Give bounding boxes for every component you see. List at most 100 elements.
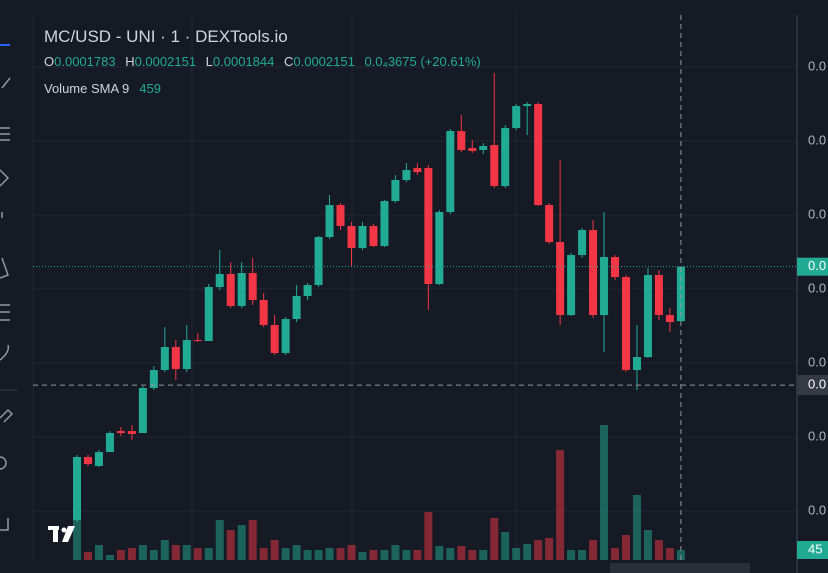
volume-bar bbox=[479, 550, 488, 560]
body bbox=[94, 452, 103, 467]
volume-bar bbox=[622, 535, 630, 560]
price-axis-bg bbox=[797, 0, 828, 573]
body bbox=[468, 148, 477, 152]
body bbox=[413, 168, 422, 173]
body bbox=[457, 131, 466, 151]
body bbox=[380, 201, 389, 247]
body bbox=[446, 131, 455, 213]
measure-icon[interactable] bbox=[0, 304, 10, 321]
body bbox=[347, 226, 356, 249]
volume-bar bbox=[149, 550, 158, 560]
volume-bar bbox=[347, 545, 356, 560]
path-icon[interactable] bbox=[0, 257, 9, 279]
volume-bar bbox=[138, 545, 147, 560]
body bbox=[281, 319, 290, 354]
body bbox=[556, 242, 565, 316]
body bbox=[127, 431, 136, 435]
volume-bar bbox=[665, 548, 674, 560]
body bbox=[303, 285, 312, 297]
y-tick-label: 0.0 bbox=[808, 502, 826, 517]
volume-bar bbox=[534, 540, 543, 560]
price-grid bbox=[33, 66, 797, 512]
volume-bar bbox=[237, 525, 246, 560]
body bbox=[545, 205, 554, 243]
ohlc-value: 0.0002151 bbox=[134, 54, 197, 69]
current-price-label: 0.0 bbox=[808, 258, 826, 273]
body bbox=[226, 274, 235, 307]
body bbox=[83, 457, 92, 465]
volume-bar bbox=[116, 550, 125, 560]
body bbox=[578, 230, 587, 256]
volume-bar bbox=[457, 546, 466, 560]
body bbox=[193, 340, 202, 342]
brush-icon[interactable] bbox=[0, 344, 10, 361]
volume-bar bbox=[325, 548, 334, 560]
volume-bar bbox=[556, 450, 565, 560]
volume-bar bbox=[171, 545, 180, 560]
ohlc-legend: O0.0001783 H0.0002151 L0.0001844 C0.0002… bbox=[44, 54, 487, 69]
ohlc-key: C bbox=[283, 54, 294, 69]
ohlc-key: O bbox=[44, 54, 55, 69]
body bbox=[270, 325, 279, 354]
candles bbox=[73, 73, 685, 523]
body bbox=[105, 433, 114, 453]
eraser-icon[interactable] bbox=[0, 408, 14, 423]
body bbox=[325, 205, 334, 238]
symbol-title: MC/USD - UNI · 1 · DEXTools.io bbox=[44, 27, 288, 46]
pattern-icon[interactable] bbox=[0, 169, 10, 187]
volume-bar bbox=[94, 545, 103, 560]
volume-bar bbox=[105, 555, 114, 560]
trend-icon[interactable] bbox=[1, 77, 11, 89]
body bbox=[259, 300, 268, 326]
body bbox=[336, 205, 345, 227]
volume-bar bbox=[468, 550, 477, 560]
overlays bbox=[33, 15, 797, 560]
volume-bar bbox=[226, 530, 235, 560]
volume-bar bbox=[501, 532, 510, 560]
volume-bar bbox=[369, 550, 378, 560]
body bbox=[665, 315, 674, 323]
body bbox=[654, 275, 663, 316]
lock-icon[interactable] bbox=[0, 518, 9, 531]
zoom-icon[interactable] bbox=[0, 456, 7, 470]
volume-bar bbox=[314, 550, 323, 560]
volume-bar bbox=[215, 520, 224, 560]
volume-bar bbox=[73, 520, 81, 560]
indicator-name: Volume SMA 9 bbox=[44, 81, 130, 96]
body bbox=[523, 104, 532, 107]
body bbox=[116, 431, 125, 434]
y-tick-label: 0.0 bbox=[808, 206, 826, 221]
logo-part bbox=[62, 526, 75, 542]
body bbox=[391, 180, 400, 202]
volume-bar bbox=[523, 544, 532, 560]
volume-bar bbox=[281, 548, 290, 560]
volume-bar bbox=[446, 548, 455, 560]
volume-bar bbox=[391, 545, 400, 560]
volume-bar bbox=[127, 548, 136, 560]
body bbox=[160, 347, 169, 371]
tv-logo bbox=[48, 526, 75, 542]
indicator-value: 459 bbox=[139, 81, 161, 96]
y-tick-label: 0.0 bbox=[808, 58, 826, 73]
body bbox=[435, 212, 444, 285]
volume-bar bbox=[182, 545, 191, 560]
body bbox=[182, 340, 191, 370]
price-axis[interactable]: 0.0 0.0 0.0 0.0 0.0 0.0 0.0 0.0 0.0 45 bbox=[797, 58, 828, 559]
volume-bar bbox=[303, 550, 312, 560]
fib-icon[interactable] bbox=[0, 127, 10, 141]
body bbox=[676, 266, 685, 322]
body bbox=[534, 104, 543, 206]
scrollbar[interactable] bbox=[610, 563, 750, 573]
body bbox=[643, 275, 652, 358]
y-tick-label: 0.0 bbox=[808, 132, 826, 147]
crosshair-label: 0.0 bbox=[808, 377, 826, 392]
volume-bar bbox=[512, 548, 521, 560]
indicator-legend: Volume SMA 9 459 bbox=[44, 81, 167, 96]
volume-bar bbox=[578, 550, 587, 560]
volume-bar bbox=[424, 512, 433, 560]
change: 0.0₄3675 (+20.61%) bbox=[364, 54, 481, 69]
volume-bar bbox=[248, 520, 257, 560]
body bbox=[204, 287, 213, 342]
volume-box bbox=[797, 541, 828, 559]
